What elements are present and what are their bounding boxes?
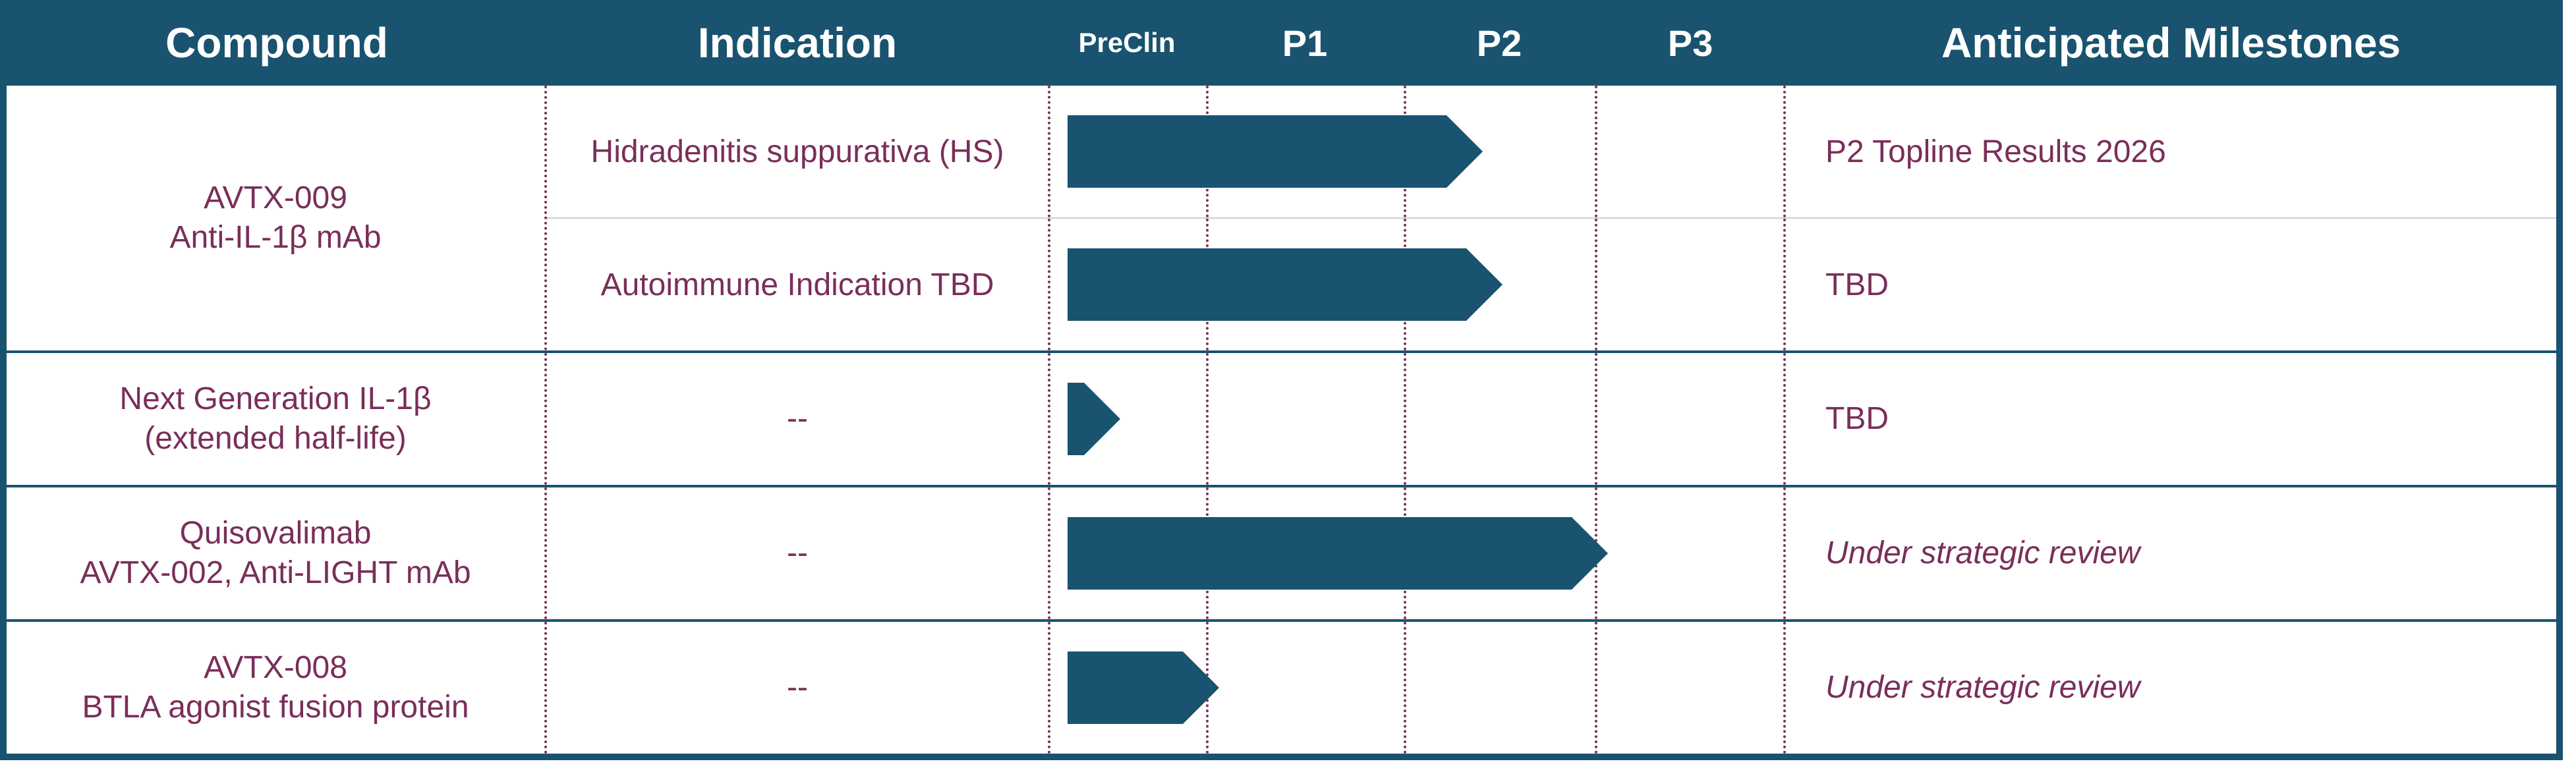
progress-bar <box>1068 383 1120 455</box>
header-phase-p3: P3 <box>1595 22 1786 65</box>
phase-cell <box>1048 487 1786 619</box>
header-compound: Compound <box>7 18 547 67</box>
table-row: AVTX-008 BTLA agonist fusion protein -- … <box>7 619 2556 754</box>
table-header: Compound Indication PreClin P1 P2 P3 Ant… <box>7 0 2556 86</box>
compound-name: AVTX-008 <box>204 648 347 688</box>
header-phase-preclin: PreClin <box>1048 27 1206 59</box>
progress-bar <box>1068 517 1608 590</box>
compound-desc: (extended half-life) <box>144 419 407 458</box>
compound-cell: AVTX-008 BTLA agonist fusion protein <box>7 622 547 754</box>
table-row: AVTX-009 Anti-IL-1β mAb Hidradenitis sup… <box>7 86 2556 350</box>
progress-bar <box>1068 115 1483 188</box>
indication-cell: -- <box>547 353 1048 485</box>
milestone-cell: TBD <box>1786 267 2556 303</box>
header-indication: Indication <box>547 18 1048 67</box>
compound-cell: Next Generation IL-1β (extended half-lif… <box>7 353 547 485</box>
compound-name: Quisovalimab <box>180 514 372 553</box>
header-phase-p1: P1 <box>1206 22 1404 65</box>
phase-grid <box>1048 353 1786 485</box>
phase-cell <box>1048 353 1786 485</box>
milestone-cell: P2 Topline Results 2026 <box>1786 134 2556 170</box>
milestone-cell: TBD <box>1786 353 2556 485</box>
compound-name: AVTX-009 <box>204 179 347 218</box>
table-row: Quisovalimab AVTX-002, Anti-LIGHT mAb --… <box>7 485 2556 619</box>
indication-cell: Autoimmune Indication TBD <box>547 267 1048 303</box>
indication-cell: Hidradenitis suppurativa (HS) <box>547 134 1048 170</box>
compound-desc: BTLA agonist fusion protein <box>82 688 469 727</box>
compound-desc: Anti-IL-1β mAb <box>169 218 381 258</box>
header-phases: PreClin P1 P2 P3 <box>1048 22 1786 65</box>
table-subrow: Hidradenitis suppurativa (HS) <box>547 86 2556 217</box>
phase-cell <box>1048 219 1786 350</box>
table-subrow: Autoimmune Indication TBD <box>547 217 2556 350</box>
header-milestone: Anticipated Milestones <box>1786 18 2556 67</box>
indication-cell: -- <box>547 487 1048 619</box>
header-phase-p2: P2 <box>1404 22 1595 65</box>
phase-cell <box>1048 622 1786 754</box>
compound-desc: AVTX-002, Anti-LIGHT mAb <box>80 553 471 593</box>
compound-cell: Quisovalimab AVTX-002, Anti-LIGHT mAb <box>7 487 547 619</box>
milestone-cell: Under strategic review <box>1786 622 2556 754</box>
indication-cell: -- <box>547 622 1048 754</box>
compound-name: Next Generation IL-1β <box>119 379 431 419</box>
table-row: Next Generation IL-1β (extended half-lif… <box>7 350 2556 485</box>
progress-bar <box>1068 651 1219 724</box>
milestone-cell: Under strategic review <box>1786 487 2556 619</box>
compound-cell: AVTX-009 Anti-IL-1β mAb <box>7 86 547 350</box>
phase-cell <box>1048 86 1786 217</box>
pipeline-table: Compound Indication PreClin P1 P2 P3 Ant… <box>0 0 2563 760</box>
progress-bar <box>1068 248 1503 321</box>
table-body: AVTX-009 Anti-IL-1β mAb Hidradenitis sup… <box>7 86 2556 754</box>
